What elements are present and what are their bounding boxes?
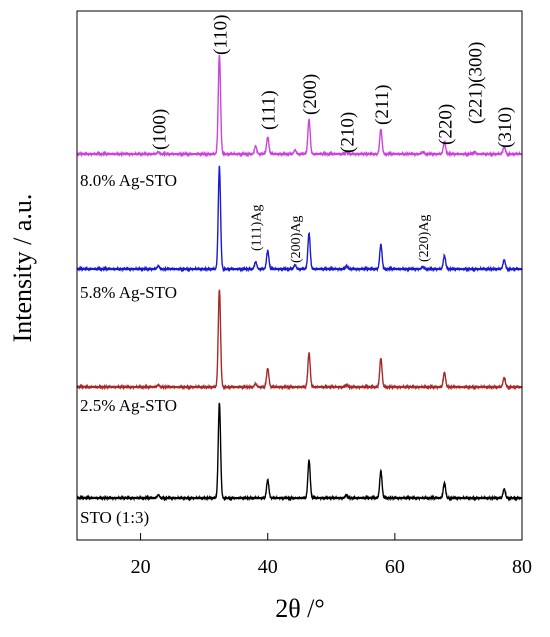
x-tick-label-3: 60 [385,556,405,578]
x-tick-label-2: 40 [258,556,278,578]
sto-reflection-label-8: (221)(300) [465,42,486,124]
sto-reflection-label-6: (211) [372,85,393,125]
ag-reflection-label-3: (220)Ag [417,215,432,262]
chart-labels: STO (1:3) 2.5% Ag-STO 5.8% Ag-STO 8.0% Ag-S… [80,15,516,527]
pattern-curves [76,55,523,502]
sto-reflection-label-3: (111) [259,90,280,130]
y-axis-label: Intensity / a.u. [8,194,37,343]
ag-reflection-label-2: (200)Ag [289,216,304,263]
series-label-3: 5.8% Ag-STO [80,283,177,302]
series-label-2: 2.5% Ag-STO [80,396,177,415]
plot-frame [76,10,523,541]
x-tick-label-4: 80 [512,556,532,578]
series-line-1 [76,402,523,502]
x-tick-label-1: 20 [131,556,151,578]
series-line-2 [76,289,523,391]
sto-reflection-label-2: (110) [210,15,231,55]
sto-reflection-label-4: (200) [300,74,321,115]
x-axis-label: 2θ /° [275,594,325,623]
series-label-1: STO (1:3) [80,508,149,527]
series-label-4: 8.0% Ag-STO [80,171,177,190]
sto-reflection-label-5: (210) [338,112,359,153]
x-axis-ticks: 20 40 60 80 [131,533,532,578]
sto-reflection-label-9: (310) [495,107,516,148]
series-line-4 [76,55,523,158]
sto-reflection-label-7: (220) [435,104,456,145]
sto-reflection-label-1: (100) [149,109,170,150]
series-line-3 [76,165,523,273]
ag-reflection-label-1: (111)Ag [250,205,265,251]
